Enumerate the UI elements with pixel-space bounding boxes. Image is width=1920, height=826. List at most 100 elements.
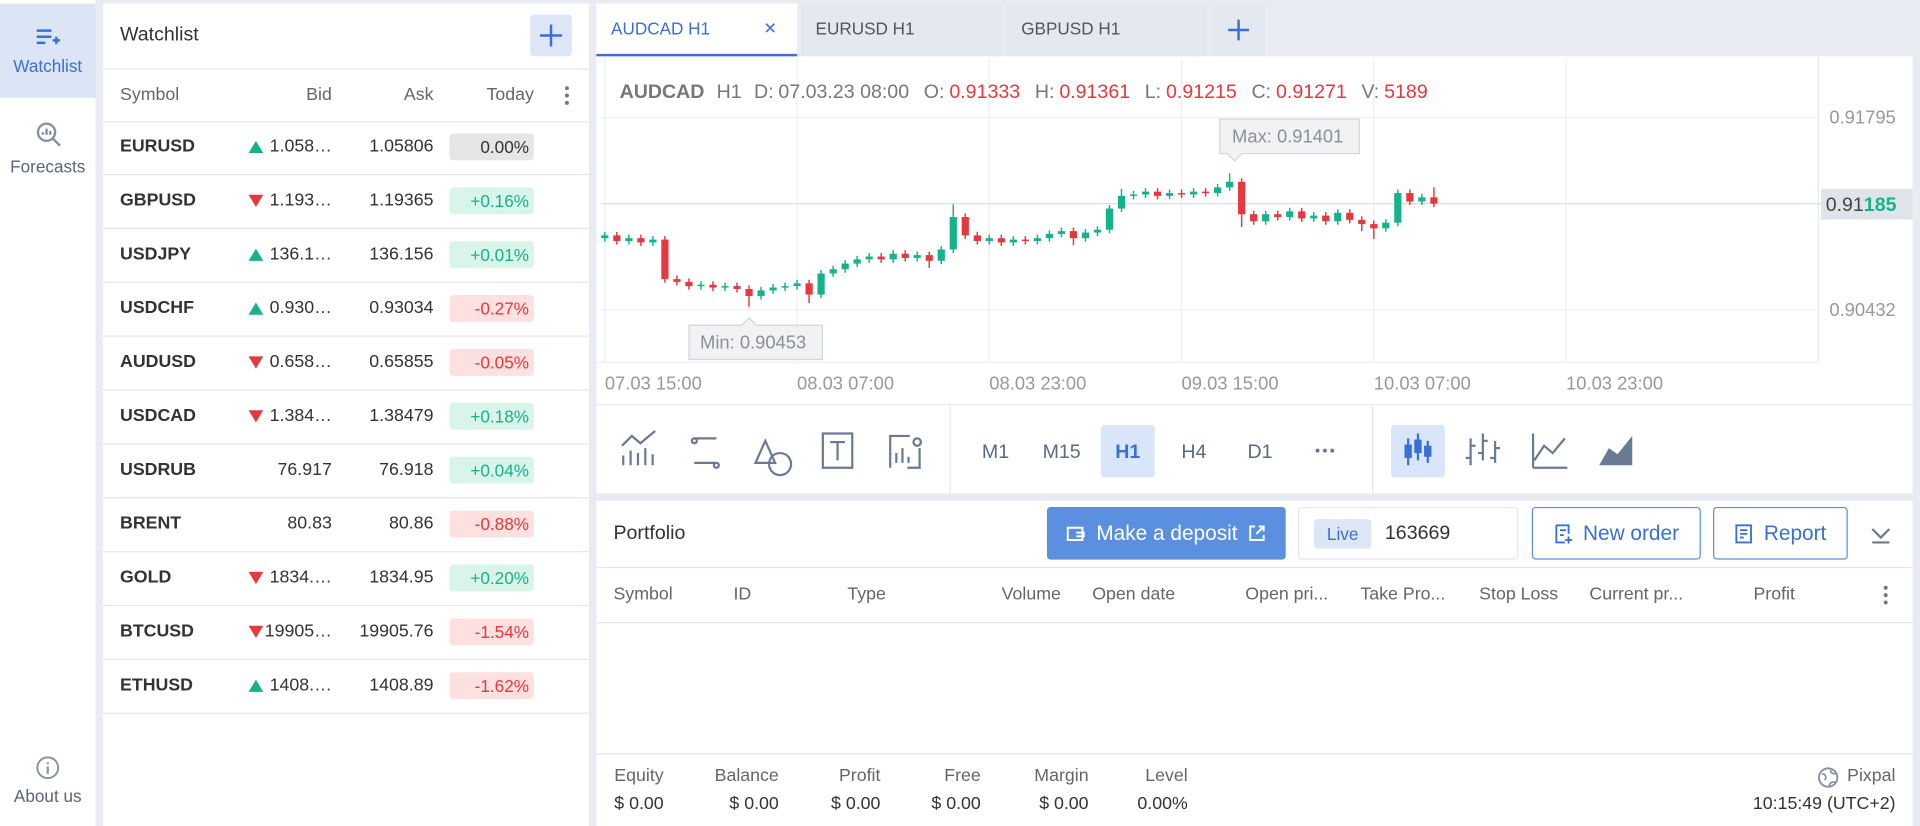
symbol[interactable]: GBPUSD	[120, 190, 196, 211]
tick-arrow-down	[248, 410, 264, 423]
area-icon[interactable]	[1599, 435, 1633, 466]
candle-body	[829, 269, 837, 274]
more-icon[interactable]	[562, 86, 572, 106]
indicators-icon[interactable]	[621, 430, 656, 466]
timeframe[interactable]: M1	[982, 441, 1009, 463]
more-timeframes[interactable]	[1315, 448, 1335, 453]
candle-body	[685, 281, 693, 287]
candle-body	[1117, 195, 1126, 209]
candle-body	[1177, 193, 1186, 195]
bid: 136.1…	[269, 244, 332, 265]
bars-icon[interactable]	[1465, 433, 1501, 466]
info-item: 0.91215	[1166, 81, 1237, 103]
symbol[interactable]: BRENT	[120, 513, 182, 534]
change-badge: -1.54%	[449, 618, 534, 646]
divider	[102, 68, 589, 70]
text-icon[interactable]	[821, 432, 854, 469]
tick-arrow-up	[248, 248, 264, 261]
symbol[interactable]: USDRUB	[120, 460, 196, 480]
symbol[interactable]: EURUSD	[120, 136, 195, 157]
row-divider	[102, 497, 589, 499]
stat-label: Margin	[1034, 766, 1089, 786]
info-item: 07.03.23 08:00	[778, 81, 909, 103]
timeframe[interactable]: H1	[1115, 441, 1140, 463]
account-number: 163669	[1384, 522, 1451, 544]
tick-arrow-down	[248, 625, 264, 638]
change-badge: -0.88%	[449, 510, 534, 538]
candle-body	[649, 239, 657, 243]
y-tick-label: 0.91795	[1829, 107, 1895, 128]
sidebar-label[interactable]: Watchlist	[13, 56, 83, 76]
shapes-icon[interactable]	[753, 438, 793, 477]
bid: 1834.…	[269, 567, 332, 588]
candle-body	[769, 287, 777, 291]
deposit-button[interactable]: Make a deposit	[1046, 506, 1286, 560]
candle-body	[1201, 191, 1210, 194]
ask: 80.86	[389, 513, 434, 534]
candle-body	[625, 238, 633, 242]
candle-body	[937, 249, 945, 261]
info-item: L:	[1145, 81, 1161, 103]
max-callout	[1219, 118, 1361, 162]
bid: 80.83	[287, 513, 332, 534]
tab[interactable]	[1006, 3, 1208, 57]
sidebar-label[interactable]: Forecasts	[10, 156, 86, 177]
sidebar-label[interactable]: About us	[13, 786, 82, 806]
symbol[interactable]: AUDUSD	[120, 352, 196, 372]
symbol[interactable]: USDJPY	[120, 244, 192, 265]
chart-toolbar: M1 M15 H1 H4 D1	[596, 404, 1913, 494]
account-selector[interactable]	[1297, 506, 1519, 560]
symbol[interactable]: ETHUSD	[120, 675, 194, 696]
info-item: 0.91333	[949, 81, 1020, 103]
add-symbol-button[interactable]	[530, 14, 572, 57]
symbol[interactable]: GOLD	[120, 567, 172, 588]
bid: 19905…	[264, 621, 332, 642]
tab[interactable]	[596, 3, 798, 57]
more-icon[interactable]	[1881, 585, 1891, 605]
active-timeframe[interactable]	[1100, 424, 1155, 478]
tick-arrow-down	[248, 356, 264, 369]
ask: 1.38479	[369, 406, 434, 426]
lines-icon[interactable]	[690, 437, 720, 469]
current-price-box	[1820, 188, 1913, 220]
sidebar-active[interactable]	[0, 3, 96, 98]
line-icon[interactable]	[1531, 433, 1568, 469]
ask: 1.05806	[369, 136, 434, 157]
candle-body	[637, 238, 645, 243]
candle-body	[961, 217, 969, 236]
column-header: Symbol	[120, 85, 180, 106]
candle-body	[661, 239, 669, 280]
symbol[interactable]: USDCAD	[120, 406, 196, 426]
column-header: ID	[733, 585, 752, 605]
candle-body	[1406, 193, 1414, 202]
timeframe[interactable]: M15	[1043, 441, 1081, 463]
tab-label[interactable]: EURUSD H1	[815, 18, 915, 38]
add-tab-button[interactable]	[1212, 3, 1265, 57]
divider	[102, 121, 589, 123]
candle-body	[1250, 214, 1258, 222]
symbol[interactable]: BTCUSD	[120, 621, 194, 642]
collapse-icon[interactable]	[1869, 522, 1893, 546]
new-order-button[interactable]: New order	[1531, 506, 1701, 560]
price-chart: 0.91795 0.90432 07.03 15:00 08.03 07:00 08.0…	[596, 56, 1913, 405]
symbol[interactable]: USDCHF	[120, 298, 194, 319]
analytics-icon[interactable]	[889, 434, 922, 469]
tab-close[interactable]: ×	[764, 16, 777, 40]
arrow	[248, 248, 264, 261]
candle-body	[817, 273, 825, 295]
row-divider	[102, 551, 589, 553]
candle-body	[1141, 191, 1150, 195]
candle-body	[1322, 215, 1330, 222]
timeframe[interactable]: H4	[1181, 441, 1206, 463]
tab-label[interactable]: GBPUSD H1	[1021, 18, 1121, 38]
tab-label[interactable]: AUDCAD H1	[611, 18, 711, 38]
tab[interactable]	[800, 3, 1002, 57]
report-button[interactable]: Report	[1713, 506, 1848, 560]
timeframe[interactable]: D1	[1247, 441, 1272, 463]
column-header: Symbol	[613, 585, 673, 605]
candle-body	[1310, 215, 1318, 219]
candle-body	[1129, 194, 1138, 196]
ask: 1408.89	[369, 675, 434, 696]
bid: 76.917	[277, 460, 332, 480]
candle-body	[1346, 212, 1354, 220]
